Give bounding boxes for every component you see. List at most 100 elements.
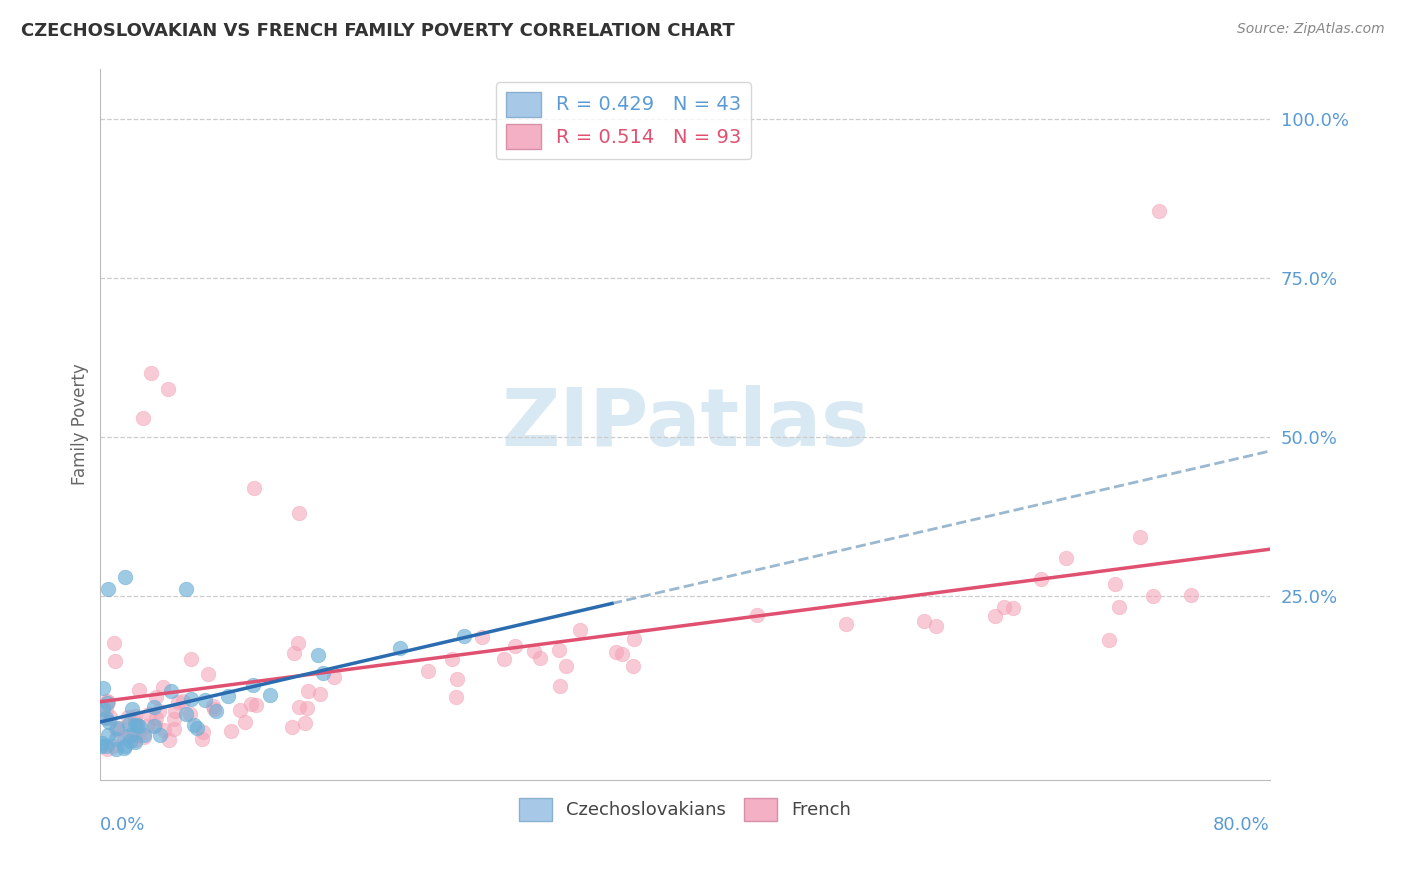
- Point: [183, 717, 205, 731]
- Point: [623, 632, 645, 646]
- Text: 80.0%: 80.0%: [1213, 815, 1270, 834]
- Point: [135, 719, 157, 733]
- Point: [523, 644, 546, 658]
- Text: CZECHOSLOVAKIAN VS FRENCH FAMILY POVERTY CORRELATION CHART: CZECHOSLOVAKIAN VS FRENCH FAMILY POVERTY…: [21, 22, 735, 40]
- Point: [1002, 601, 1025, 615]
- Point: [281, 720, 304, 734]
- Point: [297, 701, 319, 715]
- Point: [148, 704, 170, 718]
- Point: [93, 710, 115, 724]
- Point: [492, 652, 515, 666]
- Point: [219, 723, 242, 738]
- Point: [97, 582, 120, 597]
- Point: [745, 607, 768, 622]
- Point: [605, 644, 627, 658]
- Point: [145, 711, 167, 725]
- Point: [1054, 551, 1077, 566]
- Point: [112, 731, 135, 745]
- Point: [984, 608, 1007, 623]
- Point: [132, 411, 155, 425]
- Point: [163, 712, 186, 726]
- Point: [243, 481, 266, 495]
- Point: [1108, 600, 1130, 615]
- Point: [1147, 204, 1170, 219]
- Point: [132, 730, 155, 744]
- Point: [287, 635, 309, 649]
- Point: [94, 702, 117, 716]
- Legend: Czechoslovakians, French: Czechoslovakians, French: [512, 790, 858, 828]
- Point: [114, 739, 136, 753]
- Point: [97, 728, 120, 742]
- Point: [174, 707, 197, 722]
- Point: [98, 715, 121, 730]
- Point: [103, 635, 125, 649]
- Point: [91, 702, 114, 716]
- Point: [287, 699, 309, 714]
- Point: [1129, 530, 1152, 544]
- Point: [297, 683, 319, 698]
- Point: [416, 664, 439, 678]
- Point: [1029, 572, 1052, 586]
- Point: [127, 718, 149, 732]
- Point: [205, 704, 228, 718]
- Point: [97, 695, 120, 709]
- Point: [217, 689, 239, 703]
- Point: [96, 742, 118, 756]
- Point: [180, 652, 202, 666]
- Text: ZIPatlas: ZIPatlas: [501, 385, 869, 463]
- Point: [179, 707, 201, 722]
- Point: [1142, 589, 1164, 603]
- Point: [194, 692, 217, 706]
- Point: [96, 694, 118, 708]
- Point: [124, 709, 146, 723]
- Point: [134, 727, 156, 741]
- Point: [568, 623, 591, 637]
- Point: [555, 658, 578, 673]
- Point: [114, 570, 136, 584]
- Point: [228, 702, 250, 716]
- Point: [1180, 588, 1202, 602]
- Point: [118, 728, 141, 742]
- Point: [139, 367, 162, 381]
- Point: [233, 714, 256, 729]
- Point: [145, 690, 167, 704]
- Point: [167, 695, 190, 709]
- Point: [174, 582, 197, 597]
- Point: [283, 646, 305, 660]
- Point: [294, 715, 316, 730]
- Point: [118, 716, 141, 731]
- Point: [127, 728, 149, 742]
- Point: [191, 725, 214, 739]
- Point: [138, 707, 160, 722]
- Point: [91, 681, 114, 696]
- Point: [180, 692, 202, 706]
- Point: [912, 614, 935, 628]
- Text: Source: ZipAtlas.com: Source: ZipAtlas.com: [1237, 22, 1385, 37]
- Point: [503, 639, 526, 653]
- Point: [389, 641, 412, 656]
- Point: [104, 654, 127, 668]
- Point: [105, 742, 128, 756]
- Point: [108, 721, 131, 735]
- Point: [288, 506, 311, 520]
- Point: [259, 689, 281, 703]
- Point: [143, 718, 166, 732]
- Point: [105, 731, 128, 746]
- Point: [149, 728, 172, 742]
- Point: [925, 619, 948, 633]
- Point: [172, 694, 194, 708]
- Point: [471, 630, 494, 644]
- Point: [156, 382, 179, 396]
- Point: [1104, 577, 1126, 591]
- Point: [441, 652, 464, 666]
- Text: 0.0%: 0.0%: [100, 815, 146, 834]
- Point: [143, 719, 166, 733]
- Point: [105, 721, 128, 735]
- Point: [529, 651, 551, 665]
- Point: [307, 648, 329, 663]
- Point: [117, 710, 139, 724]
- Y-axis label: Family Poverty: Family Poverty: [72, 363, 89, 485]
- Point: [1098, 633, 1121, 648]
- Point: [311, 665, 333, 680]
- Point: [124, 718, 146, 732]
